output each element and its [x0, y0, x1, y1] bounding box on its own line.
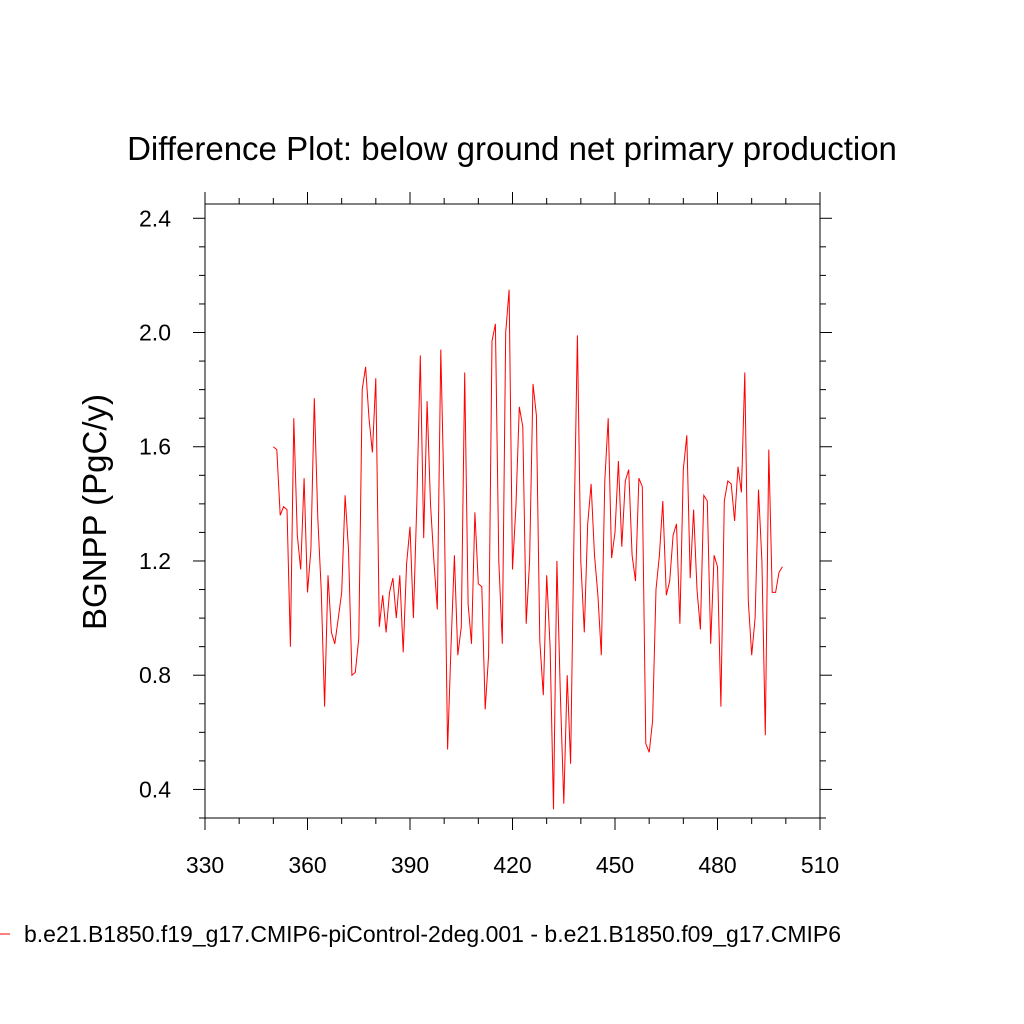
- chart-title: Difference Plot: below ground net primar…: [127, 130, 897, 167]
- x-tick-label: 330: [186, 852, 224, 878]
- x-tick-label: 510: [801, 852, 839, 878]
- y-tick-label: 1.2: [139, 548, 171, 574]
- plot-frame: [204, 203, 821, 819]
- x-tick-label: 450: [596, 852, 634, 878]
- legend-label: b.e21.B1850.f19_g17.CMIP6-piControl-2deg…: [24, 921, 841, 947]
- y-axis-label: BGNPP (PgC/y): [76, 394, 113, 630]
- series-line: [272, 289, 783, 810]
- x-tick-label: 360: [288, 852, 326, 878]
- x-tick-label: 420: [493, 852, 531, 878]
- y-tick-label: 0.8: [139, 662, 171, 688]
- y-tick-label: 2.0: [139, 320, 171, 346]
- y-tick-label: 1.6: [139, 434, 171, 460]
- x-tick-label: 480: [698, 852, 736, 878]
- y-tick-label: 0.4: [139, 776, 171, 802]
- y-tick-label: 2.4: [139, 205, 171, 231]
- x-tick-label: 390: [391, 852, 429, 878]
